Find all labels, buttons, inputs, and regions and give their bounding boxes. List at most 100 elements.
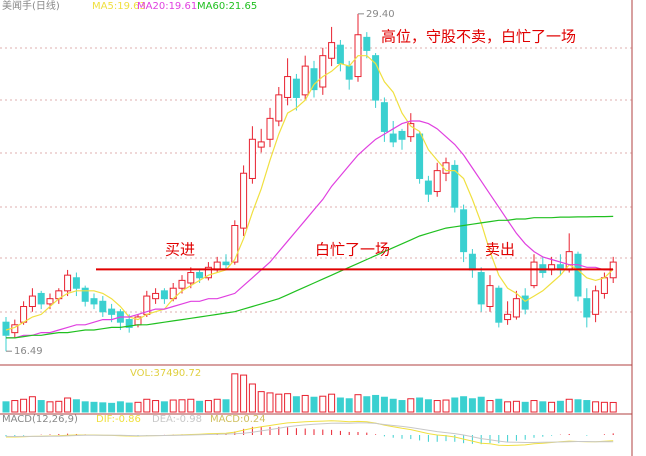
volume-bar (310, 396, 318, 413)
volume-bar (125, 402, 133, 413)
candle-body (407, 123, 415, 138)
volume-bar (574, 399, 582, 413)
volume-bar (2, 401, 10, 413)
candle-body (292, 78, 300, 98)
volume-bar (20, 398, 28, 413)
volume-bar (539, 401, 547, 413)
volume-bar (213, 398, 221, 413)
volume-bar (442, 399, 450, 413)
volume-bar (248, 383, 256, 413)
candle-body (433, 170, 441, 193)
volume-bar (600, 401, 608, 413)
candle-body (345, 65, 353, 80)
volume-bar (11, 400, 19, 413)
candle-body (310, 68, 318, 91)
candle-body (380, 102, 388, 132)
volume-bar (187, 398, 195, 413)
candle-body (275, 94, 283, 122)
volume-bar (565, 398, 573, 413)
volume-bar (468, 398, 476, 413)
volume-bar (90, 401, 98, 413)
candle-body (600, 277, 608, 294)
volume-bar (328, 393, 336, 413)
candle-body (37, 292, 45, 305)
legend-entry: MA5:19.63 (92, 1, 146, 12)
volume-bar (345, 398, 353, 413)
volume-bar (512, 400, 520, 413)
candle-body (2, 321, 10, 336)
volume-bar (530, 400, 538, 413)
volume-bar (609, 401, 617, 413)
candle-body (284, 76, 292, 98)
volume-bar (231, 373, 239, 413)
volume-bar (451, 397, 459, 413)
candle-body (477, 272, 485, 305)
candle-body (20, 306, 28, 323)
volume-bar (28, 396, 36, 413)
candle-body (301, 65, 309, 96)
candle-body (204, 266, 212, 279)
volume-bar (240, 374, 248, 413)
volume-bar (495, 398, 503, 413)
volume-bar (160, 401, 168, 413)
high-label: 29.40 (366, 9, 395, 20)
candle-body (416, 133, 424, 179)
candle-body (574, 253, 582, 297)
volume-bar (336, 397, 344, 413)
volume-bar (292, 396, 300, 413)
candle-body (389, 133, 397, 143)
volume-label: VOL:37490.72 (130, 368, 201, 379)
candle-body (424, 180, 432, 195)
volume-bar (372, 394, 380, 413)
dif-label: DIF:-0.86 (96, 414, 141, 425)
candle-body (72, 277, 80, 289)
volume-bar (433, 400, 441, 413)
candle-body (64, 274, 72, 292)
candle-body (521, 295, 529, 310)
macd-title: MACD(12,26,9) (2, 414, 78, 425)
candle-body (530, 261, 538, 287)
volume-bar (301, 394, 309, 413)
volume-bar (37, 400, 45, 413)
candle-body (178, 279, 186, 289)
candle-body (328, 42, 336, 59)
volume-bar (55, 400, 63, 413)
annotation: 高位，守股不卖，白忙了一场 (381, 28, 576, 46)
volume-bar (178, 399, 186, 413)
candle-body (196, 272, 204, 279)
candle-body (99, 300, 107, 313)
candle-body (266, 117, 274, 140)
candle-body (319, 55, 327, 88)
volume-bar (257, 391, 265, 413)
volume-bar (504, 401, 512, 413)
ma-line (6, 215, 614, 339)
candle-body (160, 290, 168, 300)
candle-body (512, 298, 520, 318)
volume-bar (416, 397, 424, 413)
volume-bar (486, 400, 494, 413)
candle-body (222, 261, 230, 266)
candle-body (240, 172, 248, 229)
volume-bar (64, 397, 72, 413)
candle-body (468, 253, 476, 271)
dea-label: DEA:-0.98 (152, 414, 202, 425)
volume-bar (116, 401, 124, 413)
volume-bar (108, 402, 116, 413)
volume-bar (319, 395, 327, 413)
candle-body (592, 290, 600, 315)
chart-title: 美闻手(日线) (2, 0, 60, 12)
volume-bar (354, 394, 362, 413)
volume-bar (363, 396, 371, 413)
volume-bar (389, 398, 397, 413)
candle-body (108, 308, 116, 315)
volume-bar (99, 402, 107, 413)
candle-body (257, 141, 265, 148)
volume-bar (266, 392, 274, 413)
low-label: 16.49 (14, 346, 43, 357)
candle-body (372, 55, 380, 101)
candle-body (152, 292, 160, 300)
volume-bar (152, 400, 160, 413)
candle-body (504, 313, 512, 321)
volume-bar (407, 398, 415, 413)
